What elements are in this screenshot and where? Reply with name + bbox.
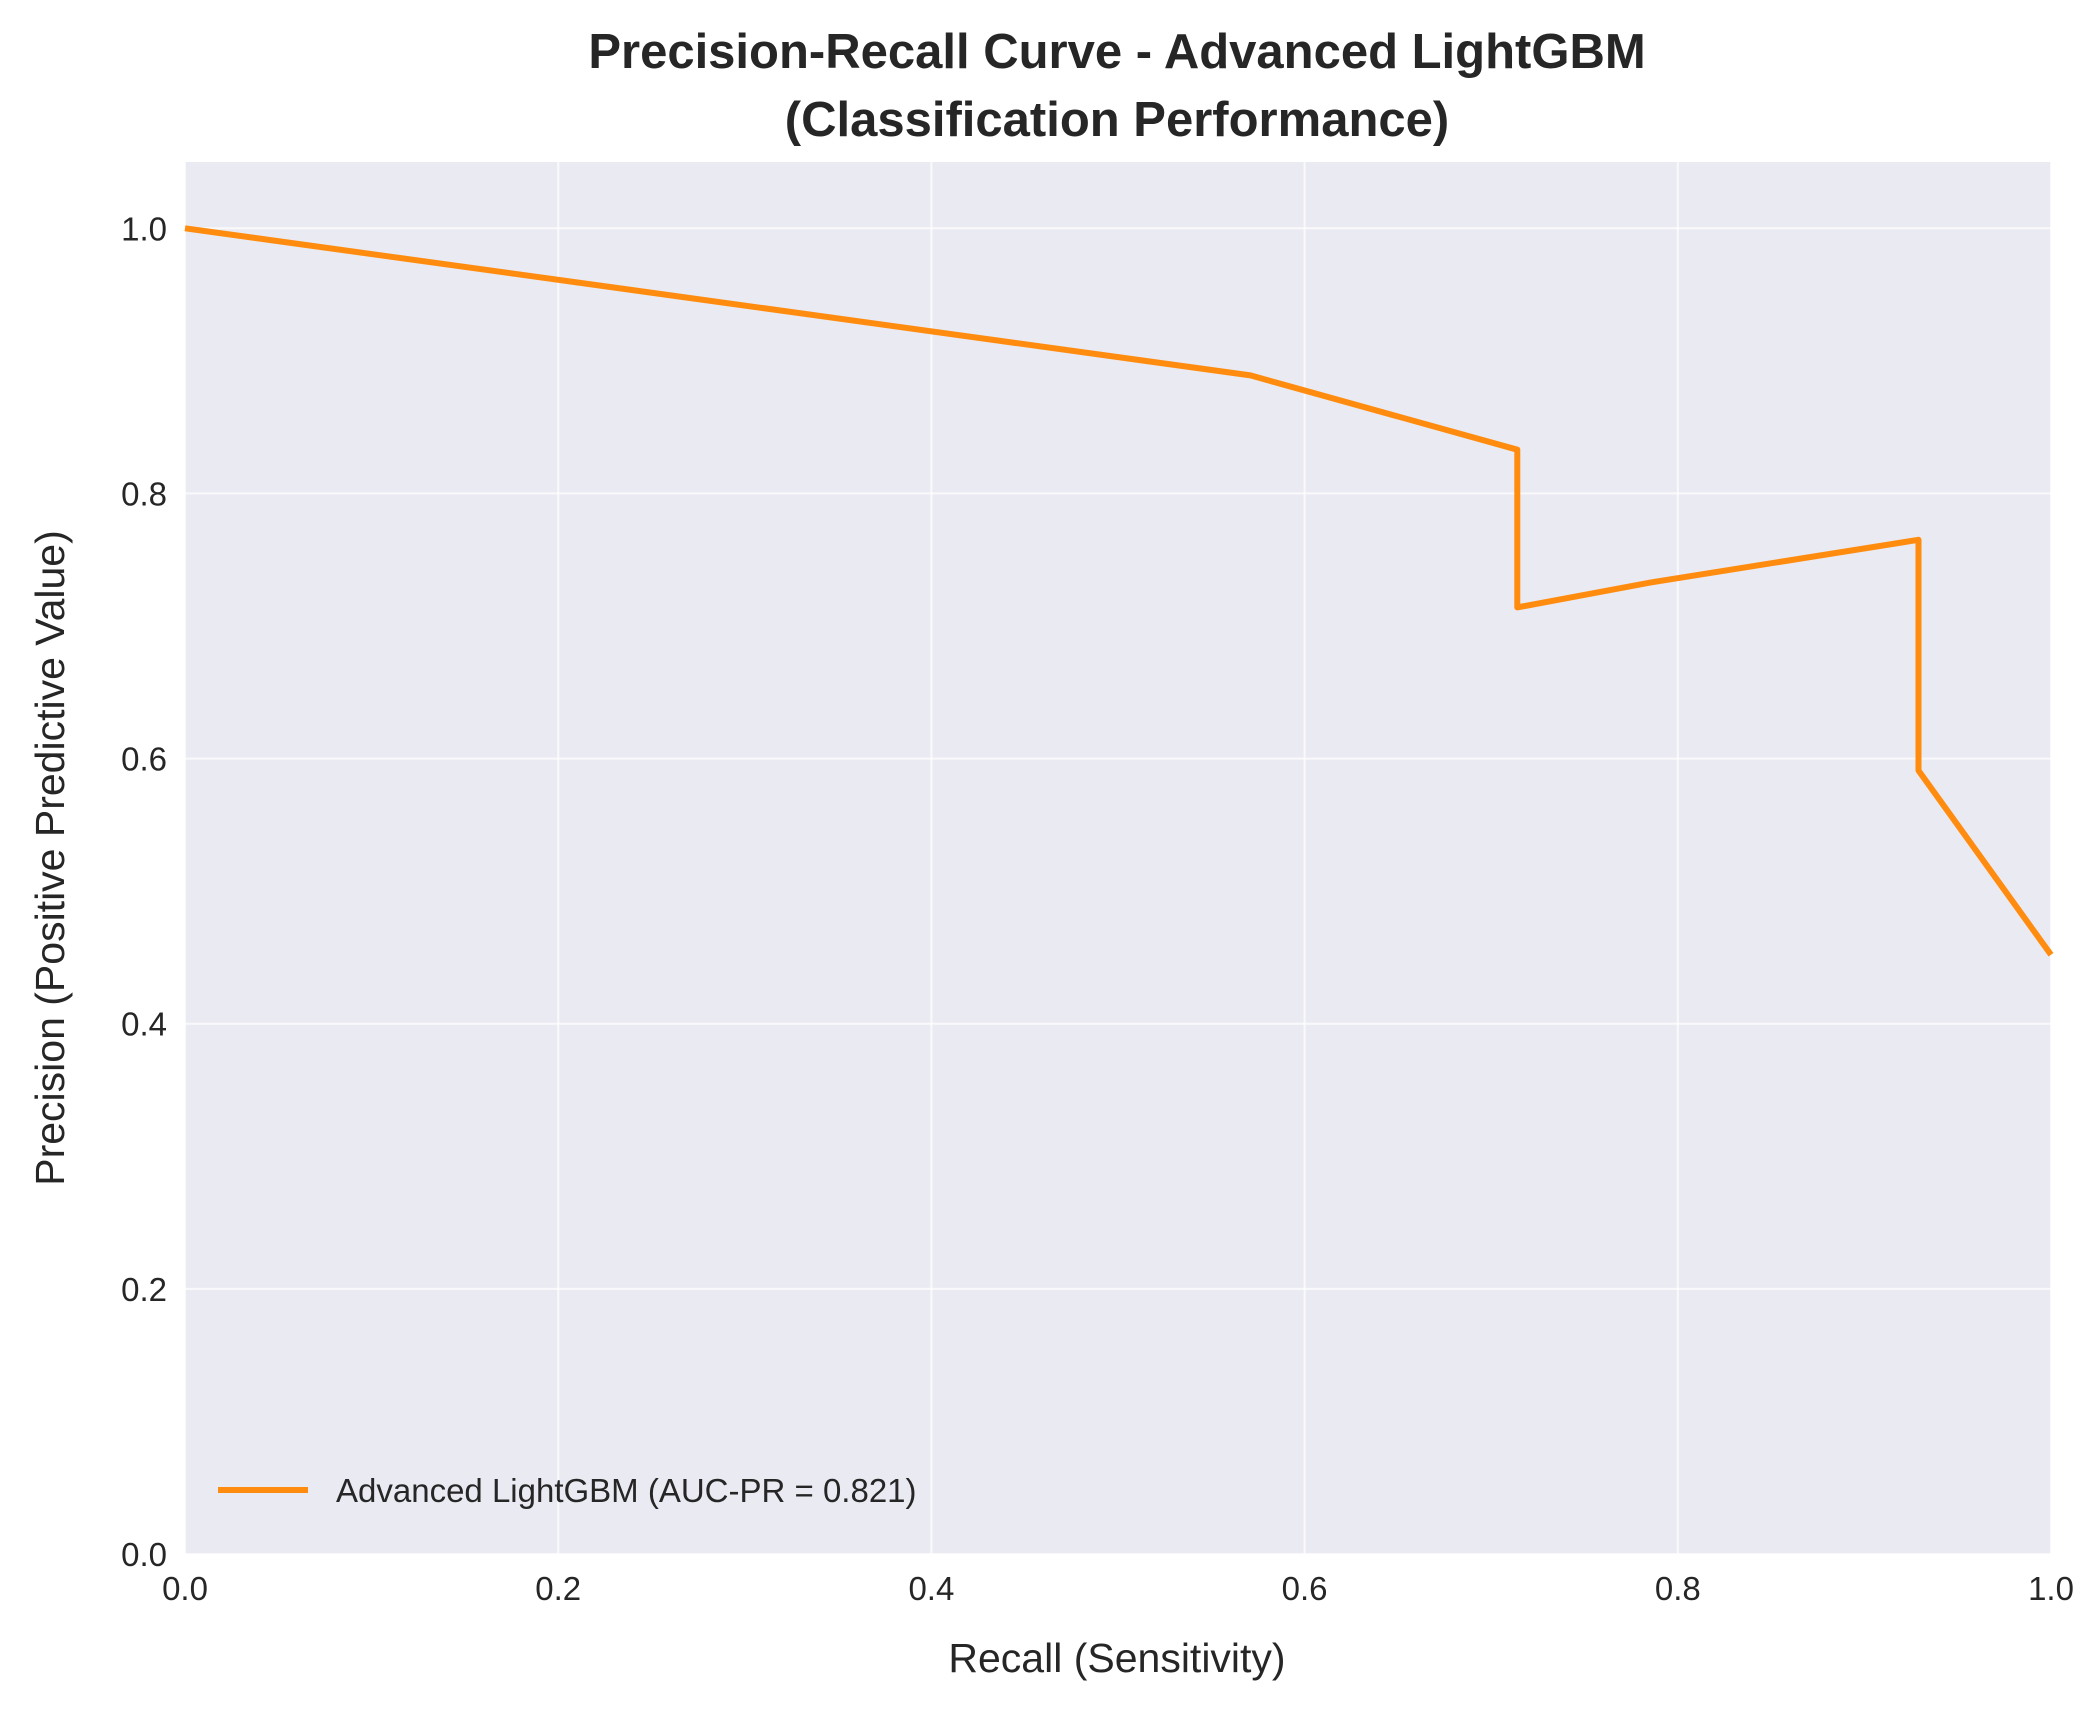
chart-title: Precision-Recall Curve - Advanced LightG… bbox=[588, 25, 1645, 79]
plot-area bbox=[185, 162, 2051, 1554]
series-line-0 bbox=[184, 225, 2054, 957]
y-tick-label: 0.4 bbox=[121, 1006, 167, 1043]
y-tick-label: 0.8 bbox=[121, 475, 167, 512]
y-axis-label: Precision (Positive Predictive Value) bbox=[27, 530, 73, 1186]
x-tick-label: 0.0 bbox=[162, 1570, 208, 1607]
y-tick-label: 1.0 bbox=[121, 210, 167, 247]
tick-labels: 0.0 0.2 0.4 0.6 0.8 1.0 0.0 0.2 0.4 0.6 0.8 1.0 bbox=[121, 210, 2074, 1607]
series-lines bbox=[184, 225, 2054, 957]
x-tick-label: 0.6 bbox=[1282, 1570, 1328, 1607]
grid-lines bbox=[184, 162, 2052, 1555]
chart-subtitle: (Classification Performance) bbox=[785, 93, 1449, 147]
x-tick-label: 0.4 bbox=[908, 1570, 954, 1607]
y-tick-label: 0.6 bbox=[121, 741, 167, 778]
x-tick-label: 0.8 bbox=[1655, 1570, 1701, 1607]
y-tick-label: 0.0 bbox=[121, 1536, 167, 1573]
x-axis-label: Recall (Sensitivity) bbox=[948, 1635, 1285, 1681]
legend-label: Advanced LightGBM (AUC-PR = 0.821) bbox=[336, 1472, 917, 1509]
legend: Advanced LightGBM (AUC-PR = 0.821) bbox=[218, 1472, 917, 1509]
x-tick-label: 1.0 bbox=[2028, 1570, 2074, 1607]
x-tick-label: 0.2 bbox=[535, 1570, 581, 1607]
y-tick-label: 0.2 bbox=[121, 1271, 167, 1308]
